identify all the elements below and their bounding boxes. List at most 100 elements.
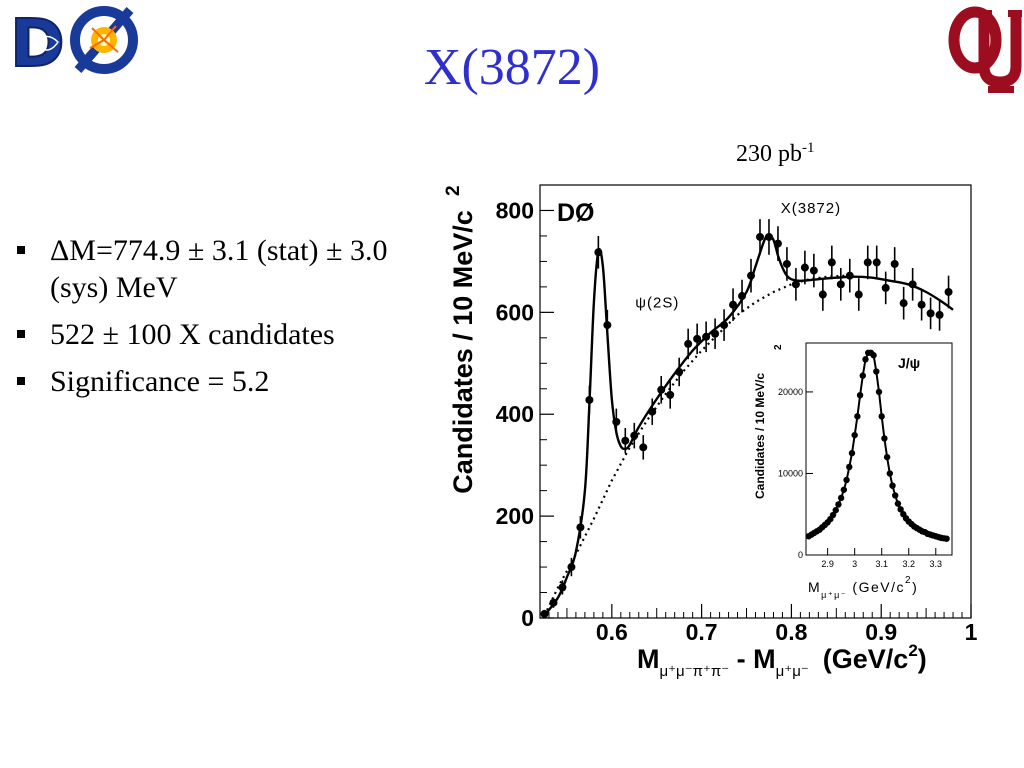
- inset-data-point: [829, 511, 837, 519]
- bullet-square-icon: [17, 377, 25, 385]
- data-point: [773, 239, 782, 248]
- data-point: [845, 271, 854, 280]
- inset-data-point: [846, 463, 853, 471]
- x-axis-label: Mμ⁺μ⁻π⁺π⁻ - Mμ⁺μ⁻ (GeV/c2): [637, 641, 927, 680]
- d0-logo-icon: D: [9, 4, 138, 74]
- inset-y-axis-label: Candidates / 10 MeV/c: [753, 373, 767, 499]
- x-tick-label: 0.7: [686, 619, 718, 645]
- data-point: [639, 443, 648, 452]
- x-tick-label: 0.6: [596, 619, 628, 645]
- inset-y-tick-label: 0: [798, 550, 803, 560]
- background-fit-curve: [543, 274, 846, 616]
- inset-x-tick-label: 2.9: [821, 559, 834, 569]
- inset-data-point: [851, 431, 858, 439]
- bullet-item: ΔM=774.9 ± 3.1 (stat) ± 3.0 (sys) MeV: [12, 232, 422, 306]
- data-point: [648, 407, 657, 416]
- data-point: [747, 271, 756, 280]
- data-point: [549, 598, 558, 607]
- peak-annotation: ψ(2S): [635, 294, 679, 311]
- data-point: [809, 266, 818, 275]
- inset-data-point: [843, 476, 850, 484]
- inset-data-point: [856, 391, 864, 399]
- data-point: [926, 309, 935, 318]
- inset-data-point: [873, 368, 880, 375]
- y-tick-label: 400: [496, 401, 534, 427]
- data-point: [791, 280, 800, 289]
- data-point: [764, 232, 773, 241]
- inset-x-tick-label: 3.2: [902, 559, 915, 569]
- inset-y-tick-label: 20000: [778, 387, 803, 397]
- data-point: [711, 329, 720, 338]
- data-point: [693, 334, 702, 343]
- data-point: [881, 283, 890, 292]
- x-tick-label: 1: [965, 619, 978, 645]
- data-point: [666, 390, 675, 399]
- bullet-square-icon: [17, 330, 25, 338]
- data-point: [594, 248, 603, 257]
- inset-data-point: [862, 356, 869, 363]
- luminosity-label: 230 pb-1: [736, 140, 815, 168]
- bullet-text-candidates: 522 ± 100 X candidates: [50, 318, 335, 351]
- data-point: [585, 395, 594, 404]
- bullet-list: ΔM=774.9 ± 3.1 (stat) ± 3.0 (sys) MeV 52…: [12, 232, 422, 410]
- luminosity-exponent: -1: [802, 140, 815, 156]
- peak-annotation: X(3872): [781, 200, 841, 217]
- data-point: [890, 259, 899, 268]
- inset-data-point: [897, 506, 904, 513]
- data-point: [576, 523, 585, 532]
- data-point: [944, 287, 953, 296]
- data-point: [558, 583, 567, 592]
- inset-x-tick-label: 3: [852, 559, 857, 569]
- inset-data-point: [835, 501, 842, 508]
- data-point: [621, 436, 630, 445]
- slide-title: X(3872): [423, 39, 601, 96]
- inset-data-point: [886, 470, 894, 477]
- data-point: [738, 292, 747, 301]
- data-point: [782, 259, 791, 268]
- data-point: [657, 385, 666, 394]
- data-point: [836, 280, 845, 289]
- data-point: [612, 417, 621, 426]
- data-point: [729, 300, 738, 309]
- y-tick-label: 800: [496, 197, 534, 223]
- inset-peak-label: J/ψ: [898, 355, 920, 371]
- data-point: [917, 300, 926, 309]
- x-tick-label: 0.8: [775, 619, 807, 645]
- inset-data-point: [840, 486, 848, 493]
- y-axis-label: Candidates / 10 MeV/c: [448, 210, 478, 494]
- inset-data-point: [943, 535, 950, 542]
- inset-y-axis-label-exponent: 2: [773, 344, 784, 350]
- experiment-label: DØ: [557, 199, 595, 227]
- data-point: [908, 280, 917, 289]
- data-point: [899, 299, 908, 308]
- data-point: [702, 332, 711, 341]
- data-point: [755, 232, 764, 241]
- data-point: [540, 609, 549, 618]
- data-point: [603, 321, 612, 330]
- main-plot: 0 200 400 600 800 0.6 0.7 0.8 0.9 1 DØ ψ(2S) X(3872)…: [443, 184, 978, 680]
- inset-data-point: [854, 413, 861, 420]
- inset-data-point: [881, 435, 888, 442]
- data-point: [854, 290, 863, 299]
- inset-data-point: [883, 453, 891, 461]
- data-point: [827, 258, 836, 267]
- data-point: [818, 290, 827, 299]
- inset-data-point: [859, 372, 866, 379]
- inset-data-point: [848, 449, 856, 457]
- y-axis-label-exponent: 2: [443, 185, 464, 196]
- y-tick-label: 600: [496, 299, 534, 325]
- ou-logo-icon: [948, 6, 1022, 93]
- bullet-text-mass-difference: ΔM=774.9 ± 3.1 (stat) ± 3.0 (sys) MeV: [50, 234, 388, 304]
- data-point: [720, 321, 729, 330]
- inset-data-point: [892, 492, 899, 499]
- x-tick-label: 0.9: [865, 619, 897, 645]
- inset-data-point: [875, 388, 883, 396]
- inset-data-point: [878, 413, 885, 420]
- inset-data-point: [832, 506, 839, 514]
- inset-x-tick-label: 3.3: [930, 559, 943, 569]
- data-point: [630, 431, 639, 440]
- luminosity-value: 230 pb: [736, 141, 802, 167]
- inset-x-tick-label: 3.1: [875, 559, 888, 569]
- data-point: [684, 339, 693, 348]
